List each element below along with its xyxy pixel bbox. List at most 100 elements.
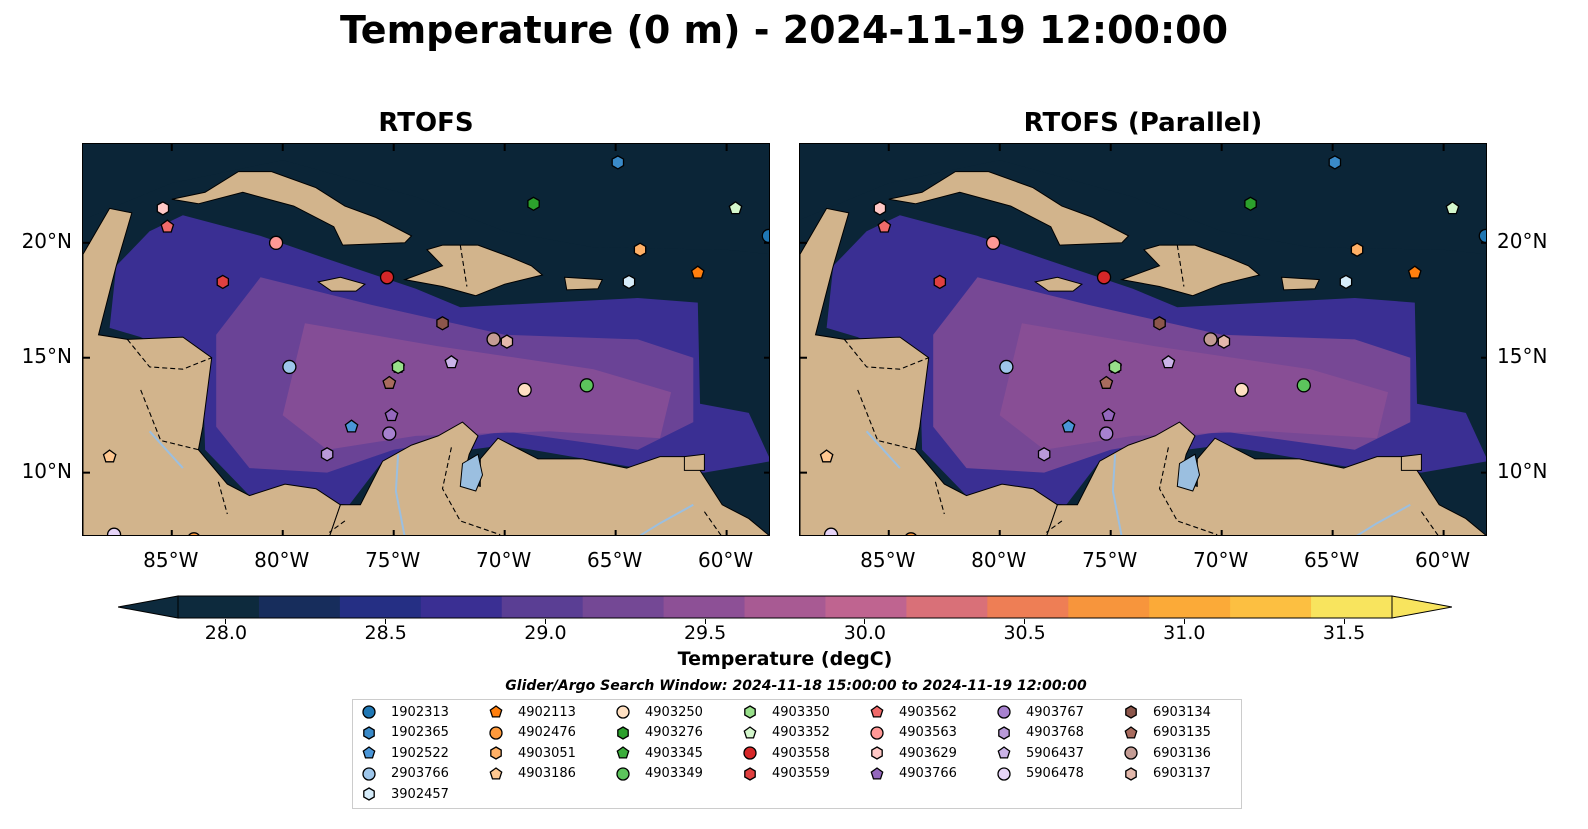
legend-marker — [616, 705, 630, 719]
marker-4903186 — [102, 449, 117, 463]
marker-1902313 — [1478, 228, 1486, 244]
legend-entry: 4902113 — [488, 703, 576, 721]
country-border — [1420, 511, 1439, 535]
lon-tick-label-right: 65°W — [1304, 548, 1360, 572]
legend-entry: 1902522 — [361, 744, 449, 762]
legend-label: 4903562 — [899, 704, 957, 720]
marker-4903051 — [1350, 242, 1364, 257]
legend-label: 1902313 — [391, 704, 449, 720]
marker-3902457 — [622, 274, 636, 290]
country-border — [843, 339, 929, 370]
colorbar-label: Temperature (degC) — [677, 648, 893, 670]
country-border — [441, 447, 501, 535]
land-maracaibo — [459, 453, 484, 492]
legend-entry: 4903558 — [742, 744, 830, 762]
legend-label: 2903766 — [391, 766, 449, 781]
legend-label: 1902365 — [391, 725, 449, 740]
legend-label: 4903352 — [772, 725, 830, 740]
legend-marker — [997, 705, 1011, 719]
colorbar-segment — [1068, 596, 1150, 618]
legend-entry: 6903135 — [1123, 724, 1211, 742]
lon-tick-label-right: 60°W — [1414, 548, 1471, 572]
legend-label: 4903345 — [645, 745, 703, 761]
figure-title: Temperature (0 m) - 2024-11-19 12:00:00 — [339, 8, 1229, 52]
land-hispaniola — [402, 244, 544, 297]
colorbar-tick-mark — [1024, 619, 1026, 624]
lat-tick-label-right: 15°N — [1497, 343, 1548, 368]
legend-label: 4903276 — [645, 725, 703, 740]
legend-entry: 6903137 — [1123, 765, 1211, 783]
legend-marker — [490, 746, 502, 760]
lon-tick-label-left: 60°W — [697, 548, 754, 572]
marker-4902476 — [905, 532, 917, 535]
country-border — [1176, 245, 1185, 287]
legend-marker-icon — [870, 766, 884, 780]
legend-marker-icon — [997, 746, 1011, 759]
lon-tick-label-left: 65°W — [587, 548, 643, 572]
marker-4903350 — [391, 359, 405, 375]
legend-label: 4903051 — [518, 745, 576, 761]
search-window-text: Glider/Argo Search Window: 2024-11-18 15… — [505, 678, 1087, 694]
marker-4902476 — [188, 532, 200, 535]
legend-marker-icon — [871, 746, 883, 760]
colorbar-tick-label: 31.0 — [1163, 622, 1206, 644]
lat-tick-label-left: 10°N — [21, 458, 72, 483]
marker-4903563 — [985, 235, 1001, 250]
map-panel-right — [799, 143, 1487, 536]
legend-label: 4903629 — [899, 745, 957, 761]
marker-4903250 — [1234, 382, 1249, 398]
marker-4903559 — [933, 274, 947, 290]
colorbar-segment — [1230, 596, 1312, 618]
sst-field-warmest — [282, 323, 672, 450]
legend-marker — [744, 705, 756, 719]
legend-marker-icon — [997, 766, 1011, 781]
marker-5906437 — [1161, 354, 1176, 369]
colorbar-segment — [1149, 596, 1231, 618]
legend-entry: 4903276 — [615, 724, 703, 742]
colorbar-tick-mark — [225, 619, 227, 624]
legend-marker-icon — [870, 725, 884, 740]
colorbar-segment — [420, 596, 503, 618]
legend-marker-icon — [489, 705, 503, 718]
colorbar-tick-label: 30.5 — [1003, 622, 1046, 644]
marker-1902365 — [611, 155, 625, 170]
lon-tick-label-left: 70°W — [476, 548, 532, 572]
legend-marker-icon — [490, 746, 502, 760]
legend-marker-icon — [363, 787, 375, 801]
legend-entry: 6903134 — [1123, 703, 1211, 721]
legend-marker-icon — [616, 705, 630, 719]
marker-4903767 — [382, 426, 397, 441]
colorbar-tick-label: 28.0 — [204, 622, 248, 644]
marker-1902522 — [1061, 419, 1076, 433]
land-southAmerica — [329, 421, 769, 535]
colorbar-segment — [825, 596, 907, 618]
legend-marker — [871, 746, 883, 760]
legend-marker — [997, 746, 1011, 759]
country-border — [857, 389, 916, 451]
land-cuba — [171, 171, 413, 246]
legend-entry: 4903629 — [869, 744, 957, 762]
marker-4903768 — [320, 447, 334, 462]
marker-4903352 — [728, 201, 743, 215]
marker-4903629 — [156, 201, 170, 216]
country-border — [217, 481, 228, 515]
legend-entry: 1902313 — [361, 703, 449, 721]
marker-6903134 — [1153, 316, 1166, 331]
panel-title-left: RTOFS — [378, 108, 474, 138]
legend-marker-icon — [1125, 766, 1137, 781]
legend-marker-icon — [997, 705, 1011, 719]
legend-marker-icon — [870, 705, 884, 718]
country-border — [328, 520, 346, 533]
colorbar-tick-label: 29.5 — [683, 622, 727, 644]
marker-4902113 — [1407, 265, 1422, 279]
legend-marker-icon — [1124, 725, 1138, 739]
legend-marker — [616, 766, 630, 781]
legend-marker-icon — [362, 746, 376, 759]
marker-5906478 — [823, 527, 839, 535]
country-border — [703, 511, 722, 535]
legend-marker — [489, 705, 503, 718]
marker-4903349 — [1296, 378, 1311, 393]
marker-6903134 — [436, 316, 449, 331]
marker-4903276 — [527, 196, 540, 212]
marker-4903186 — [819, 449, 834, 463]
